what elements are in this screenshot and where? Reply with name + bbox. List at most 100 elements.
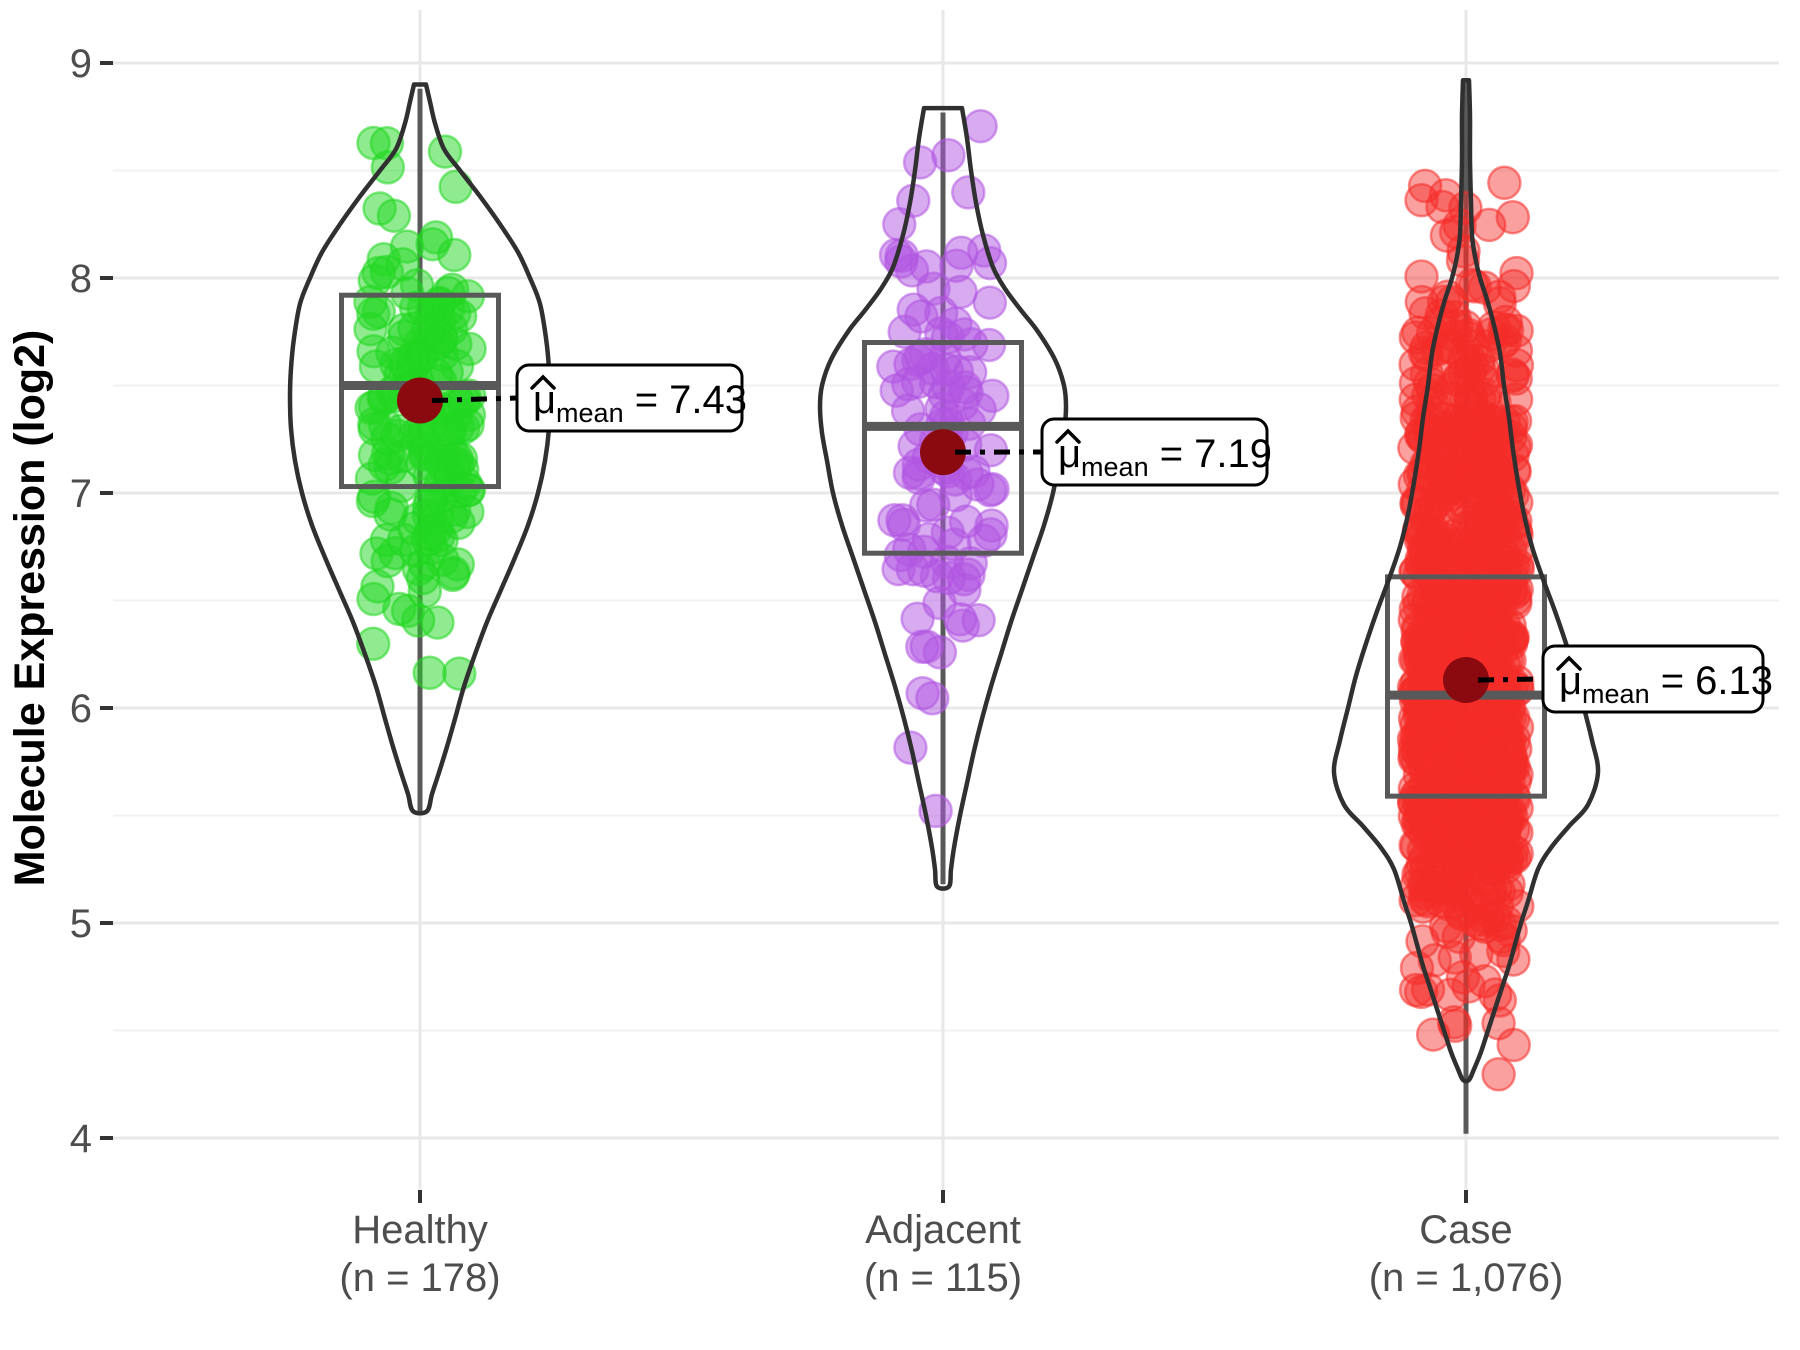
y-tick-label: 4: [70, 1117, 92, 1161]
y-tick-label: 6: [70, 687, 92, 731]
data-point: [1461, 342, 1496, 378]
data-point: [1433, 977, 1468, 1013]
data-point: [1418, 575, 1454, 611]
data-point: [1499, 572, 1534, 607]
data-point: [1476, 732, 1512, 768]
data-point: [1488, 754, 1524, 790]
data-point: [1414, 847, 1449, 883]
boxplot-box: [862, 340, 1024, 556]
boxplot-box: [339, 292, 501, 490]
annotation-connector-line: [1477, 676, 1544, 683]
mu-hat-icon: [1055, 428, 1081, 444]
data-point: [1419, 833, 1454, 869]
x-tick-label-line2: (n = 115): [864, 1256, 1022, 1300]
data-point: [1477, 772, 1512, 807]
data-point: [1404, 259, 1439, 294]
violin-group-case: [1331, 77, 1601, 1134]
data-point: [1459, 936, 1494, 972]
violin-groups-layer: [287, 77, 1601, 1134]
violin-group-healthy: [287, 82, 553, 816]
axis-labels-layer: 9 8 7 6 5 4 Healthy(n = 178) Adjacent(n = 115) C…: [70, 42, 1564, 1300]
data-point: [1409, 338, 1445, 373]
violin-outline: [287, 82, 553, 816]
data-point: [1447, 795, 1483, 831]
data-point: [405, 446, 440, 481]
annotation-box: [1541, 644, 1765, 714]
data-point: [1496, 1027, 1531, 1063]
mu-hat-icon: [530, 374, 556, 390]
x-tick-label-line1: Case: [1419, 1208, 1512, 1252]
data-point: [886, 507, 922, 542]
data-point: [375, 335, 410, 371]
data-point: [931, 137, 966, 173]
mu-hat-icon: [1556, 655, 1582, 671]
data-point: [438, 169, 473, 205]
data-point: [1433, 531, 1469, 567]
data-point: [1479, 734, 1514, 770]
annotation-box: [1040, 417, 1269, 487]
data-point: [1464, 609, 1499, 645]
data-point: [972, 473, 1008, 508]
data-point: [1492, 622, 1528, 657]
data-point: [405, 560, 441, 596]
mean-dot: [920, 429, 966, 476]
y-tick-label: 7: [70, 472, 92, 516]
data-point: [909, 249, 944, 284]
data-point: [1452, 343, 1488, 378]
data-point: [361, 255, 396, 291]
data-point: [1408, 875, 1443, 911]
annotation-text: μmean = 7.19: [1058, 432, 1272, 482]
data-point: [1499, 348, 1535, 383]
data-point: [1493, 533, 1528, 568]
x-tick-label-line2: (n = 1,076): [1369, 1256, 1564, 1300]
mean-dot: [397, 377, 443, 424]
violin-group-adjacent: [817, 105, 1069, 891]
data-point: [1420, 857, 1456, 893]
data-point: [948, 504, 984, 539]
data-point: [900, 601, 935, 636]
data-point: [908, 337, 943, 372]
data-point: [942, 602, 978, 637]
annotation-text: μmean = 6.13: [1559, 659, 1773, 709]
data-point: [451, 472, 487, 508]
data-point: [1401, 801, 1436, 837]
axis-ticks-layer: [100, 61, 1468, 1203]
x-tick-label-line1: Healthy: [352, 1208, 488, 1252]
data-point: [905, 629, 940, 665]
y-tick-label: 9: [70, 42, 92, 86]
data-point: [1449, 474, 1485, 510]
data-point: [1451, 598, 1487, 633]
data-point: [415, 226, 450, 262]
data-point: [1484, 463, 1519, 499]
y-tick-label: 8: [70, 257, 92, 301]
y-axis-title: Molecule Expression (log2): [6, 330, 54, 887]
data-point: [1430, 914, 1465, 950]
y-tick-label: 5: [70, 902, 92, 946]
data-point: [1499, 255, 1534, 291]
x-tick-label-line2: (n = 178): [339, 1256, 500, 1300]
data-point: [353, 311, 388, 347]
data-point: [412, 655, 447, 691]
x-tick-label-line1: Adjacent: [865, 1208, 1021, 1252]
data-point: [1495, 199, 1531, 235]
data-point: [1397, 730, 1433, 766]
data-point: [374, 490, 409, 526]
data-point: [376, 198, 412, 233]
violin-outline: [1331, 77, 1601, 1084]
annotation-text: μmean = 7.43: [533, 378, 747, 428]
data-point: [1409, 717, 1445, 753]
data-point: [1441, 401, 1477, 436]
mean-annotation-healthy: μmean = 7.43: [431, 363, 747, 433]
data-point: [1488, 835, 1523, 870]
data-point: [1487, 165, 1522, 201]
data-point: [1481, 1057, 1516, 1092]
data-point: [441, 505, 476, 541]
data-point: [1496, 268, 1532, 304]
data-point: [435, 557, 471, 593]
data-point: [1399, 400, 1434, 435]
data-point: [1467, 909, 1502, 944]
data-point: [951, 175, 986, 210]
data-point: [896, 292, 931, 327]
